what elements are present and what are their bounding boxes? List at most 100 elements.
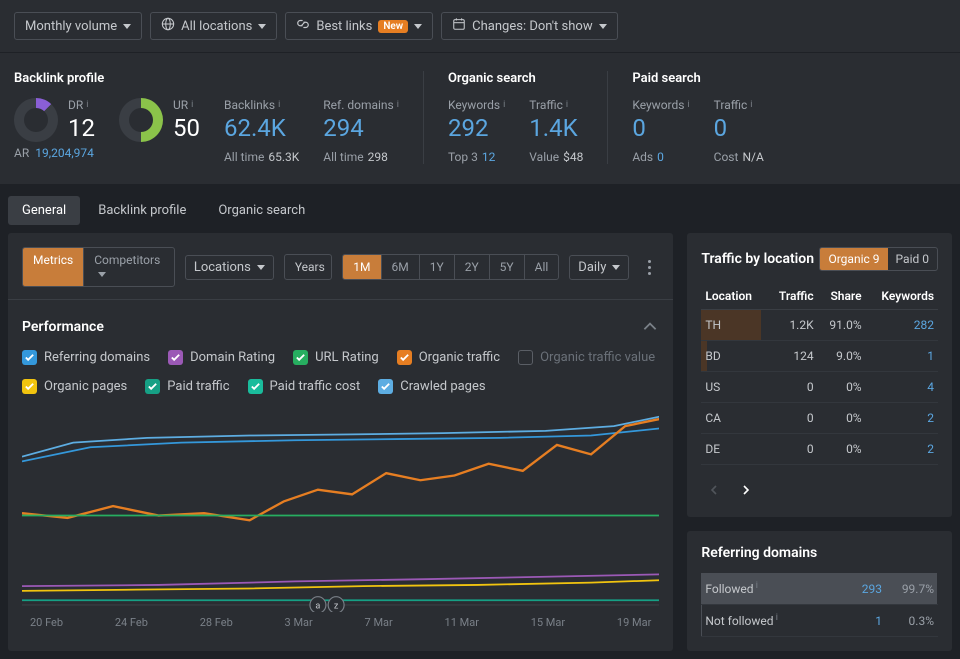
rd-row[interactable]: Followed i 293 99.7% <box>701 573 938 605</box>
org-kw-value[interactable]: 292 <box>448 114 505 142</box>
paid-kw-value[interactable]: 0 <box>632 114 689 142</box>
chart-x-labels: 20 Feb24 Feb28 Feb3 Mar7 Mar11 Mar15 Mar… <box>22 612 659 629</box>
org-kw-sub-value[interactable]: 12 <box>482 150 496 164</box>
tab-organic-search[interactable]: Organic search <box>204 196 319 225</box>
range-6m[interactable]: 6M <box>382 255 420 279</box>
info-icon: i <box>503 100 505 110</box>
vertical-separator <box>423 71 424 164</box>
legend-organic-pages[interactable]: Organic pages <box>22 379 127 394</box>
ar-value[interactable]: 19,204,974 <box>35 146 94 160</box>
new-badge: New <box>378 20 408 33</box>
table-row[interactable]: BD1249.0%1 <box>701 341 938 372</box>
prev-page-button[interactable] <box>701 477 727 503</box>
more-menu-button[interactable] <box>639 260 659 275</box>
checkbox-icon <box>293 350 308 365</box>
svg-text:z: z <box>334 600 339 611</box>
caret-down-icon <box>414 24 422 29</box>
collapse-icon[interactable] <box>641 318 659 336</box>
legend-url-rating[interactable]: URL Rating <box>293 350 379 365</box>
locations-dropdown[interactable]: All locations <box>150 12 277 40</box>
organic-pill[interactable]: Organic9 <box>820 248 887 270</box>
legend-paid-traffic[interactable]: Paid traffic <box>145 379 229 394</box>
checkbox-icon <box>145 379 160 394</box>
performance-panel: MetricsCompetitors Locations Years 1M6M1… <box>8 233 673 651</box>
legend-paid-traffic-cost[interactable]: Paid traffic cost <box>248 379 361 394</box>
column-header: Share <box>818 283 866 310</box>
paid-kw-sub-label: Ads <box>632 150 653 164</box>
legend-referring-domains[interactable]: Referring domains <box>22 350 150 365</box>
org-traffic-value[interactable]: 1.4K <box>529 114 583 142</box>
organic-search-section: Organic search Keywordsi 292 Top 312 Tra… <box>448 71 583 164</box>
table-row[interactable]: CA00%2 <box>701 403 938 434</box>
link-icon <box>296 17 310 35</box>
info-icon: i <box>191 100 193 110</box>
checkbox-icon <box>22 350 37 365</box>
panel-title: Referring domains <box>701 545 938 561</box>
refdomains-label: Ref. domains <box>323 98 393 112</box>
checkbox-icon <box>518 350 533 365</box>
legend-organic-traffic[interactable]: Organic traffic <box>397 350 500 365</box>
table-row[interactable]: DE00%2 <box>701 434 938 465</box>
tab-backlink-profile[interactable]: Backlink profile <box>84 196 200 225</box>
svg-text:a: a <box>315 600 320 611</box>
changes-dropdown[interactable]: Changes: Don't show <box>441 12 617 40</box>
locations-label: All locations <box>181 19 252 34</box>
mode-metrics[interactable]: Metrics <box>23 248 84 286</box>
legend-domain-rating[interactable]: Domain Rating <box>168 350 275 365</box>
range-5y[interactable]: 5Y <box>490 255 525 279</box>
table-row[interactable]: TH1.2K91.0%282 <box>701 310 938 341</box>
ur-donut <box>119 98 163 142</box>
checkbox-icon <box>168 350 183 365</box>
x-tick-label: 11 Mar <box>445 616 479 629</box>
years-button[interactable]: Years <box>284 254 332 280</box>
org-traffic-sub-value: $48 <box>563 150 583 164</box>
volume-dropdown[interactable]: Monthly volume <box>14 12 142 40</box>
paid-kw-sub-value[interactable]: 0 <box>657 150 664 164</box>
tab-general[interactable]: General <box>8 196 80 225</box>
checkbox-icon <box>378 379 393 394</box>
range-1m[interactable]: 1M <box>343 255 381 279</box>
paid-traffic-sub-value: N/A <box>742 150 763 164</box>
table-row[interactable]: US00%4 <box>701 372 938 403</box>
referring-domains-panel: Referring domains Followed i 293 99.7% N… <box>687 531 952 651</box>
legend-crawled-pages[interactable]: Crawled pages <box>378 379 485 394</box>
org-kw-label: Keywords <box>448 98 500 112</box>
keywords-link[interactable]: 2 <box>866 403 938 434</box>
keywords-link[interactable]: 2 <box>866 434 938 465</box>
column-header: Traffic <box>767 283 818 310</box>
checkbox-icon <box>22 379 37 394</box>
legend-label: Paid traffic <box>167 379 229 394</box>
best-links-dropdown[interactable]: Best links New <box>285 12 433 40</box>
range-2y[interactable]: 2Y <box>455 255 490 279</box>
paid-pill[interactable]: Paid0 <box>888 248 937 270</box>
refdomains-sub-label: All time <box>323 150 363 164</box>
main-tabs: GeneralBacklink profileOrganic search <box>0 184 960 233</box>
rd-row[interactable]: Not followed i 1 0.3% <box>701 605 938 637</box>
backlinks-sub-value: 65.3K <box>268 150 299 164</box>
keywords-link[interactable]: 4 <box>866 372 938 403</box>
x-tick-label: 20 Feb <box>30 616 63 629</box>
legend-organic-traffic-value[interactable]: Organic traffic value <box>518 350 655 365</box>
locations-secondary-dropdown[interactable]: Locations <box>185 255 274 280</box>
legend-label: Crawled pages <box>400 379 485 394</box>
location-table: LocationTrafficShareKeywords TH1.2K91.0%… <box>701 283 938 465</box>
keywords-link[interactable]: 282 <box>866 310 938 341</box>
granularity-dropdown[interactable]: Daily <box>569 255 629 280</box>
next-page-button[interactable] <box>733 477 759 503</box>
org-traffic-label: Traffic <box>529 98 563 112</box>
performance-chart: az <box>22 412 659 612</box>
checkbox-icon <box>397 350 412 365</box>
section-title: Backlink profile <box>14 71 399 86</box>
years-label: Years <box>285 255 332 279</box>
keywords-link[interactable]: 1 <box>866 341 938 372</box>
caret-down-icon <box>258 24 266 29</box>
paid-traffic-sub-label: Cost <box>714 150 739 164</box>
x-tick-label: 28 Feb <box>200 616 233 629</box>
mode-competitors[interactable]: Competitors <box>84 248 174 286</box>
paid-traffic-value[interactable]: 0 <box>714 114 764 142</box>
backlinks-value[interactable]: 62.4K <box>224 114 299 142</box>
range-all[interactable]: All <box>525 255 559 279</box>
x-tick-label: 15 Mar <box>531 616 565 629</box>
range-1y[interactable]: 1Y <box>420 255 455 279</box>
refdomains-value[interactable]: 294 <box>323 114 399 142</box>
